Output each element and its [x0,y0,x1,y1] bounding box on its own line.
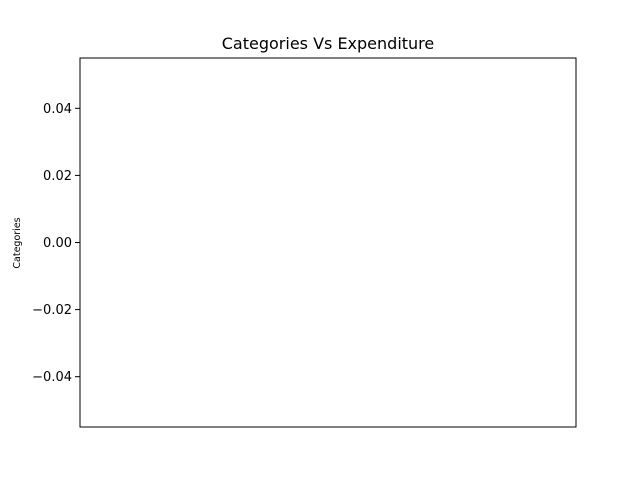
y-tick-label: 0.04 [43,102,72,117]
y-tick-label: −0.04 [32,370,72,385]
y-axis-label: Categories [12,217,23,268]
y-axis-ticks: 0.04 0.02 0.00 −0.02 −0.04 [32,102,80,385]
chart-title: Categories Vs Expenditure [222,34,435,53]
plot-area-frame [79,57,577,428]
y-tick-label: −0.02 [32,303,72,318]
y-tick-label: 0.00 [43,236,72,251]
y-tick-label: 0.02 [43,169,72,184]
